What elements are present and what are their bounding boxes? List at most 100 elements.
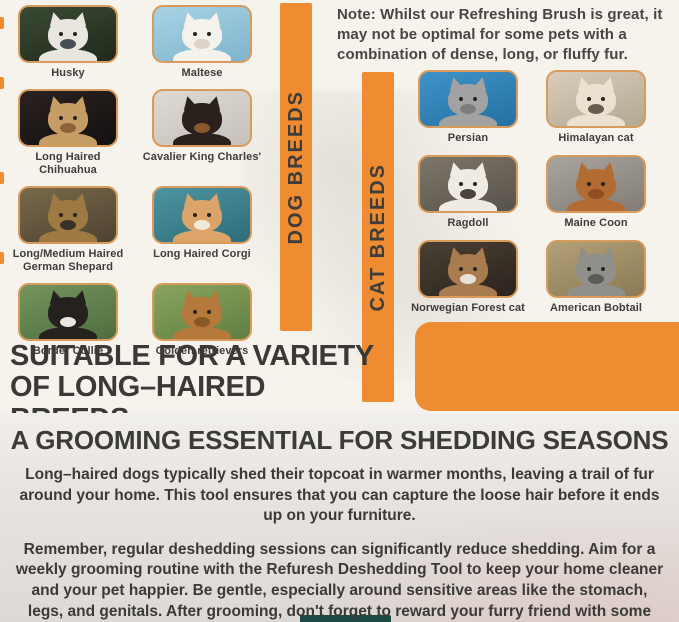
edge-decoration	[0, 77, 4, 89]
pet-head-illustration	[448, 253, 488, 286]
pet-eye-illustration	[193, 32, 197, 36]
pet-body-illustration	[173, 229, 231, 242]
pet-head-illustration	[182, 296, 222, 329]
breed-label: Border Collie	[32, 344, 104, 357]
pet-muzzle-illustration	[588, 104, 604, 114]
breed-label: Norwegian Forest cat	[411, 301, 525, 314]
pet-body-illustration	[567, 114, 625, 126]
pet-eye-illustration	[73, 212, 77, 217]
pet-eye-illustration	[587, 266, 591, 271]
pet-eye-illustration	[73, 32, 77, 36]
breed-photo	[152, 88, 252, 147]
pet-eye-illustration	[73, 309, 77, 314]
pet-muzzle-illustration	[588, 188, 604, 199]
pet-muzzle-illustration	[194, 219, 210, 230]
pet-eye-illustration	[601, 97, 605, 101]
edge-decoration	[0, 172, 4, 184]
pet-eye-illustration	[473, 266, 477, 271]
breed-card: Golden retrievers	[152, 282, 252, 358]
pet-body-illustration	[567, 198, 625, 211]
pet-eye-illustration	[59, 115, 63, 120]
pet-body-illustration	[173, 132, 231, 145]
edge-decoration	[0, 252, 4, 264]
pet-muzzle-illustration	[194, 39, 210, 49]
pet-head-illustration	[48, 199, 88, 232]
pet-body-illustration	[173, 326, 231, 339]
breed-label: Long/Medium Haired German Shepard	[12, 247, 124, 273]
pet-eye-illustration	[473, 97, 477, 101]
pet-eye-illustration	[459, 181, 463, 186]
breed-card: Himalayan cat	[546, 70, 646, 145]
breed-photo	[418, 70, 518, 128]
breed-card: Long Haired Chihuahua	[18, 88, 118, 177]
pet-body-illustration	[39, 229, 97, 242]
pet-eye-illustration	[207, 212, 211, 217]
pet-eye-illustration	[587, 181, 591, 186]
breed-photo	[18, 282, 118, 341]
pet-eye-illustration	[207, 309, 211, 314]
pet-muzzle-illustration	[460, 104, 476, 114]
grooming-paragraph-2: Remember, regular deshedding sessions ca…	[15, 540, 664, 620]
breed-photo	[418, 154, 518, 213]
pet-muzzle-illustration	[588, 273, 604, 284]
breed-label: Ragdoll	[447, 216, 489, 229]
breed-card: Persian	[418, 70, 518, 145]
breed-label: American Bobtail	[549, 301, 643, 314]
pet-eye-illustration	[459, 266, 463, 271]
pet-eye-illustration	[193, 115, 197, 120]
breed-card: American Bobtail	[546, 239, 646, 315]
pet-eye-illustration	[601, 266, 605, 271]
pet-muzzle-illustration	[460, 188, 476, 199]
pet-body-illustration	[173, 49, 231, 61]
pet-body-illustration	[439, 114, 497, 126]
breed-photo	[546, 154, 646, 213]
pet-eye-illustration	[59, 212, 63, 217]
pet-head-illustration	[48, 296, 88, 329]
breed-label: Cavalier King Charles'	[142, 150, 262, 163]
grooming-section: A GROOMING ESSENTIAL FOR SHEDDING SEASON…	[0, 413, 679, 622]
pet-head-illustration	[182, 19, 222, 51]
orange-accent-panel	[415, 322, 679, 411]
breed-label: Persian	[447, 132, 489, 144]
pet-head-illustration	[576, 253, 616, 286]
breed-label: Maine Coon	[564, 216, 628, 229]
dog-breed-grid: Husky Maltese Long Haired Chihuahua Cavalie…	[13, 5, 261, 358]
pet-eye-illustration	[587, 97, 591, 101]
breed-card: Long Haired Corgi	[152, 185, 252, 274]
cat-breeds-banner-label: CAT BREEDS	[366, 162, 389, 312]
breed-card: Maltese	[152, 5, 252, 80]
pet-eye-illustration	[207, 115, 211, 120]
breed-card: Maine Coon	[546, 154, 646, 230]
pet-head-illustration	[576, 168, 616, 201]
pet-eye-illustration	[207, 32, 211, 36]
pet-muzzle-illustration	[194, 316, 210, 327]
breed-card: Cavalier King Charles'	[143, 88, 261, 177]
pet-muzzle-illustration	[60, 316, 76, 327]
pet-head-illustration	[182, 199, 222, 232]
pet-eye-illustration	[601, 181, 605, 186]
pet-body-illustration	[39, 49, 97, 61]
pet-head-illustration	[48, 102, 88, 135]
breed-photo	[18, 88, 118, 147]
pet-body-illustration	[439, 283, 497, 296]
pet-body-illustration	[567, 283, 625, 296]
breed-card: Norwegian Forest cat	[411, 239, 525, 315]
breed-photo	[546, 70, 646, 128]
breed-label: Himalayan cat	[558, 132, 634, 144]
pet-eye-illustration	[73, 115, 77, 120]
pet-muzzle-illustration	[194, 122, 210, 133]
edge-decoration	[0, 17, 4, 29]
cat-breed-grid: Persian Himalayan cat Ragdoll Maine Coon Nor…	[411, 70, 646, 315]
grooming-paragraph-1: Long–haired dogs typically shed their to…	[19, 466, 660, 525]
pet-muzzle-illustration	[60, 122, 76, 133]
pet-eye-illustration	[459, 97, 463, 101]
breed-label: Husky	[51, 67, 85, 79]
next-section-peek	[300, 615, 391, 622]
breed-label: Golden retrievers	[155, 344, 249, 357]
pet-eye-illustration	[59, 32, 63, 36]
pet-body-illustration	[39, 132, 97, 145]
breed-photo	[152, 185, 252, 244]
pet-head-illustration	[182, 102, 222, 135]
breed-photo	[546, 239, 646, 298]
